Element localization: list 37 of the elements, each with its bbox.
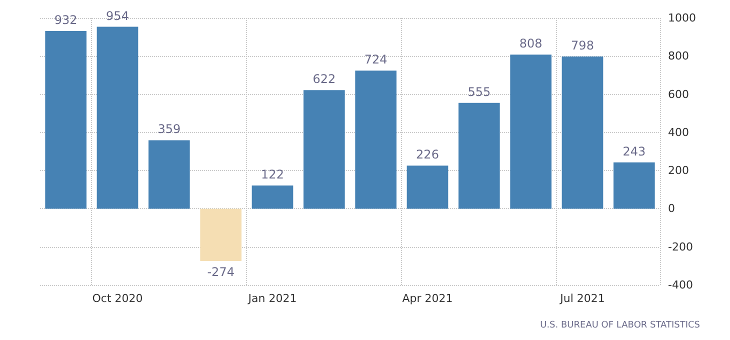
data-label: 243 — [622, 144, 646, 158]
y-tick-label: 600 — [668, 88, 689, 101]
y-tick-label: -200 — [668, 240, 693, 254]
y-tick-label: -400 — [668, 278, 693, 292]
y-tick-label: 800 — [668, 50, 689, 63]
bar — [304, 90, 345, 209]
bar — [406, 166, 448, 209]
x-tick-label: Jan 2021 — [247, 292, 297, 305]
y-tick-label: 200 — [668, 164, 689, 178]
data-label: 954 — [106, 8, 129, 23]
x-tick-label: Jul 2021 — [559, 292, 605, 305]
bar — [614, 162, 655, 209]
data-label: 555 — [468, 84, 491, 99]
y-tick-label: 0 — [668, 202, 675, 216]
data-label: 122 — [261, 167, 284, 182]
data-label: 359 — [158, 122, 181, 136]
data-label: 808 — [519, 36, 542, 51]
data-label: 932 — [54, 12, 78, 27]
bar — [562, 56, 604, 209]
text: U.S. BUREAU OF LABOR STATISTICS — [540, 320, 700, 330]
y-tick-label: 400 — [668, 126, 689, 139]
data-label: 724 — [364, 52, 388, 67]
x-tick-label: Oct 2020 — [92, 292, 143, 305]
bar — [252, 185, 294, 209]
data-label: 622 — [312, 72, 336, 86]
bar — [148, 140, 190, 209]
bar — [200, 208, 242, 261]
bar — [45, 30, 86, 209]
data-label: 798 — [571, 38, 594, 53]
data-label: -274 — [207, 264, 234, 279]
bar — [96, 26, 138, 209]
bar — [458, 102, 500, 209]
data-label: 226 — [416, 148, 439, 162]
bar — [355, 70, 396, 209]
y-tick-label: 1000 — [668, 12, 696, 24]
x-tick-label: Apr 2021 — [402, 292, 453, 305]
bar — [510, 54, 552, 209]
